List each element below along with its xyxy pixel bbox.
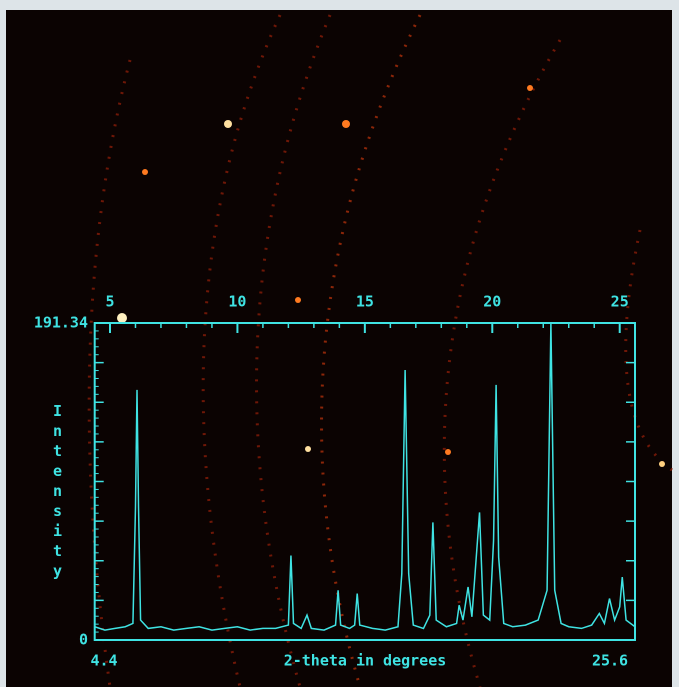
y-axis-label: Intensity xyxy=(49,402,67,582)
x-tick-label: 25 xyxy=(611,293,629,311)
diffraction-rings xyxy=(87,14,673,687)
x-tick-label: 5 xyxy=(105,293,114,311)
x-tick-label: 15 xyxy=(356,293,374,311)
x-tick-label: 20 xyxy=(483,293,501,311)
x-min-label: 4.4 xyxy=(90,652,117,670)
y-tick-label: 191.34 xyxy=(34,314,88,332)
x-max-label: 25.6 xyxy=(592,652,628,670)
intensity-line xyxy=(94,322,636,631)
diffraction-spots xyxy=(117,85,665,467)
diffraction-image xyxy=(6,10,672,687)
y-tick-label: 0 xyxy=(79,631,88,649)
x-tick-label: 10 xyxy=(228,293,246,311)
x-axis-label: 2-theta in degrees xyxy=(284,652,447,670)
